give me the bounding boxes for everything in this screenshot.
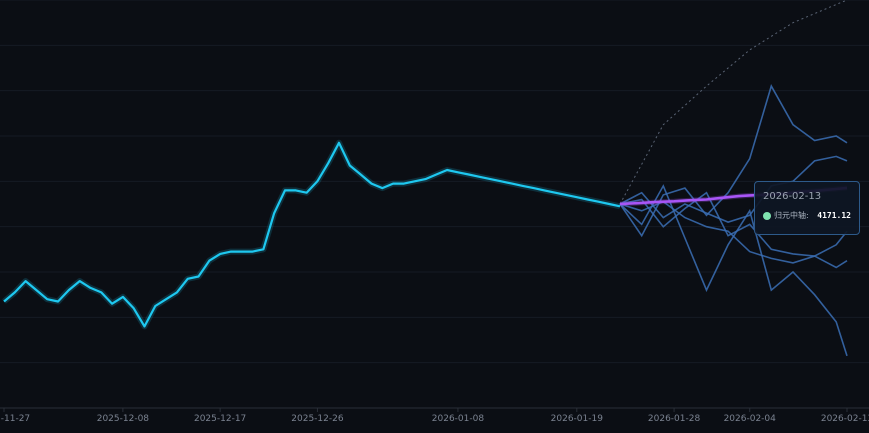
history-line: [3, 141, 621, 328]
series-color-dot-icon: [763, 211, 771, 220]
grid-lines: [0, 0, 869, 409]
tooltip-series-name: 归元中轴:: [774, 211, 809, 220]
tooltip-date: 2026-02-13: [763, 191, 822, 202]
upper-band-layer: [619, 0, 848, 205]
upper-band-line: [619, 0, 848, 205]
x-tick-label-2: 2025-12-08: [97, 414, 150, 424]
simulation-line-1: [619, 184, 848, 357]
history-layer: [2, 139, 621, 330]
x-tick-label-4: 2025-12-26: [291, 414, 344, 424]
tooltip-series-row: 归元中轴: 4171.12: [763, 210, 851, 221]
tooltip-series-value: 4171.12: [817, 211, 851, 220]
x-tick-label-1: 2025-11-27: [0, 414, 30, 424]
x-tick-label-9: 2026-02-13: [821, 414, 869, 424]
x-tick-label-3: 2025-12-17: [194, 414, 246, 424]
simulation-line-3: [619, 155, 848, 223]
history-line-glow: [2, 139, 621, 330]
x-tick-label-6: 2026-01-19: [551, 414, 604, 424]
x-tick-label-8: 2026-02-04: [724, 414, 777, 424]
x-tick-label-5: 2026-01-08: [432, 414, 485, 424]
x-tick-label-7: 2026-01-28: [648, 414, 701, 424]
simulation-line-5: [619, 200, 848, 269]
data-tooltip: 2026-02-13 归元中轴: 4171.12: [754, 181, 860, 235]
simulation-line-4: [619, 191, 848, 257]
x-axis-ticks: 2025-11-27 2025-12-08 2025-12-17 2025-12-26…: [0, 408, 869, 424]
